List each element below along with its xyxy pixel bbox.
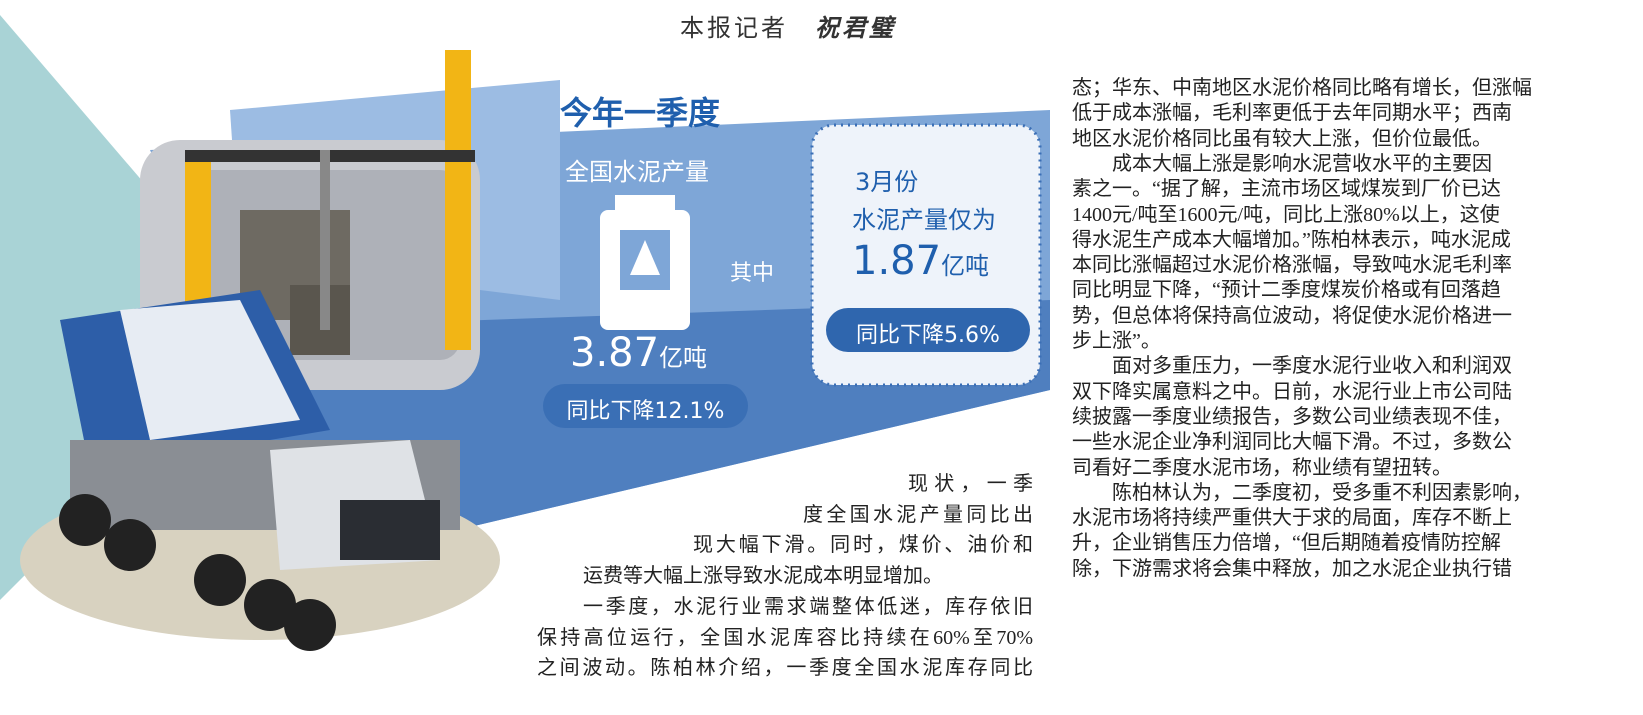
national-change: 同比下降12.1% [543, 393, 748, 425]
march-change: 同比下降5.6% [826, 317, 1030, 349]
text-line: 除，下游需求将会集中释放，加之水泥企业执行错 [1072, 557, 1512, 581]
text-line: 成本大幅上涨是影响水泥营收水平的主要因 [1112, 152, 1492, 176]
text-line: 之间波动。陈柏林介绍，一季度全国水泥库存同比 [537, 656, 1033, 680]
text-line: 地区水泥价格同比虽有较大上涨，但价位最低。 [1072, 127, 1492, 151]
text-line: 面对多重压力，一季度水泥行业收入和利润双 [1112, 354, 1512, 378]
march-desc: 水泥产量仅为 [852, 200, 996, 235]
march-amount: 1.87亿吨 [852, 238, 989, 284]
national-value: 3.87 [570, 330, 659, 376]
text-line: 本同比涨幅超过水泥价格涨幅，导致吨水泥毛利率 [1072, 253, 1512, 277]
page: 本报记者 祝君璧 今年一季度 全国水泥产量 其中 3.87亿吨 同比下降12.1… [0, 0, 1643, 715]
byline-label: 本报记者 [680, 16, 788, 42]
byline: 本报记者 祝君璧 [680, 8, 896, 43]
text-line: 一些水泥企业净利润同比大幅下滑。不过，多数公 [1072, 430, 1512, 454]
text-line: 水泥市场将持续严重供大于求的局面，库存不断上 [1072, 506, 1512, 530]
text-line: 素之一。“据了解，主流市场区域煤炭到厂价已达 [1072, 177, 1501, 201]
text-line: 态；华东、中南地区水泥价格同比略有增长，但涨幅 [1072, 76, 1532, 100]
march-value: 1.87 [852, 238, 941, 284]
text-line: 现状，一季 [908, 472, 1033, 496]
bag-mark: 其中 [730, 255, 774, 287]
text-line: 低于成本涨幅，毛利率更低于去年同期水平；西南 [1072, 101, 1512, 125]
text-line: 同比明显下降，“预计二季度煤炭价格或有回落趋 [1072, 278, 1501, 302]
text-line: 得水泥生产成本大幅增加。”陈柏林表示，吨水泥成 [1072, 228, 1511, 252]
text-line: 升，企业销售压力倍增，“但后期随着疫情防控解 [1072, 531, 1501, 555]
text-line: 现大幅下滑。同时，煤价、油价和 [693, 533, 1033, 557]
text-line: 续披露一季度业绩报告，多数公司业绩表现不佳， [1072, 405, 1512, 429]
text-line: 1400元/吨至1600元/吨，同比上涨80%以上，这使 [1072, 203, 1500, 227]
text-line: 陈柏林认为，二季度初，受多重不利因素影响， [1112, 481, 1532, 505]
text-line: 度全国水泥产量同比出 [803, 503, 1033, 527]
text-line: 势，但总体将保持高位波动，将促使水泥价格进一 [1072, 304, 1512, 328]
text-line: 保持高位运行，全国水泥库容比持续在60%至70% [537, 626, 1033, 650]
text-line: 步上涨”。 [1072, 329, 1161, 353]
byline-name: 祝君璧 [815, 16, 896, 42]
national-unit: 亿吨 [659, 344, 707, 372]
text-line: 运费等大幅上涨导致水泥成本明显增加。 [583, 564, 943, 588]
info-heading: 今年一季度 [560, 88, 720, 134]
march-label: 3月份 [855, 162, 918, 197]
national-label: 全国水泥产量 [565, 152, 709, 187]
national-amount: 3.87亿吨 [570, 330, 707, 376]
text-line: 双下降实属意料之中。日前，水泥行业上市公司陆 [1072, 380, 1512, 404]
text-line: 一季度，水泥行业需求端整体低迷，库存依旧 [583, 595, 1033, 619]
march-unit: 亿吨 [941, 252, 989, 280]
text-line: 司看好二季度水泥市场，称业绩有望扭转。 [1072, 456, 1452, 480]
